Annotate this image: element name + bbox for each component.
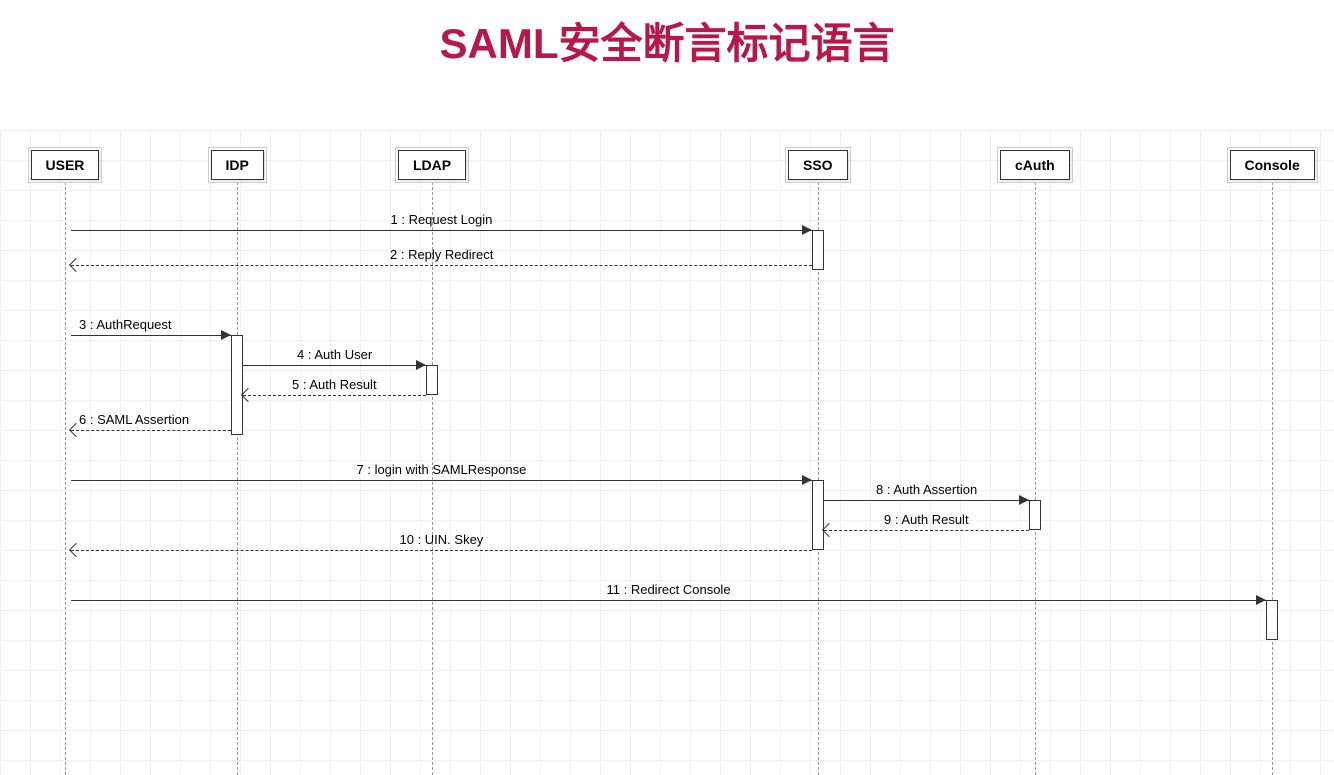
lifeline-sso xyxy=(818,182,819,775)
grid-background xyxy=(0,130,1334,775)
message-arrow-8 xyxy=(1019,495,1029,505)
message-label-8: 8 : Auth Assertion xyxy=(876,482,977,497)
message-label-3: 3 : AuthRequest xyxy=(79,317,172,332)
message-line-6 xyxy=(71,430,231,431)
lifeline-user xyxy=(65,182,66,775)
activation-cauth-4 xyxy=(1029,500,1041,530)
message-arrow-3 xyxy=(221,330,231,340)
participant-console: Console xyxy=(1230,150,1315,180)
participant-ldap: LDAP xyxy=(398,150,466,180)
title-text: SAML安全断言标记语言 xyxy=(440,20,895,67)
lifeline-cauth xyxy=(1035,182,1036,775)
message-line-11 xyxy=(71,600,1266,601)
page-title: SAML安全断言标记语言 xyxy=(0,0,1334,71)
lifeline-idp xyxy=(237,182,238,775)
lifeline-ldap xyxy=(432,182,433,775)
message-line-5 xyxy=(243,395,426,396)
message-line-10 xyxy=(71,550,812,551)
message-line-3 xyxy=(71,335,231,336)
message-label-5: 5 : Auth Result xyxy=(292,377,377,392)
message-line-9 xyxy=(824,530,1029,531)
activation-ldap-2 xyxy=(426,365,438,395)
message-label-9: 9 : Auth Result xyxy=(884,512,969,527)
activation-sso-0 xyxy=(812,230,824,270)
activation-console-5 xyxy=(1266,600,1278,640)
message-line-2 xyxy=(71,265,812,266)
lifeline-console xyxy=(1272,182,1273,775)
participant-idp: IDP xyxy=(211,150,264,180)
message-arrow-11 xyxy=(1256,595,1266,605)
message-label-2: 2 : Reply Redirect xyxy=(390,247,493,262)
activation-idp-1 xyxy=(231,335,243,435)
message-arrow-7 xyxy=(802,475,812,485)
participant-sso: SSO xyxy=(788,150,848,180)
message-label-1: 1 : Request Login xyxy=(391,212,493,227)
participant-user: USER xyxy=(31,150,100,180)
sequence-diagram: USER IDP LDAP SSO cAuth Console 1 : Request Lo… xyxy=(0,130,1334,775)
participant-cauth: cAuth xyxy=(1000,150,1070,180)
message-line-8 xyxy=(824,500,1029,501)
message-label-11: 11 : Redirect Console xyxy=(607,582,731,597)
message-label-7: 7 : login with SAMLResponse xyxy=(357,462,527,477)
message-line-1 xyxy=(71,230,812,231)
activation-sso-3 xyxy=(812,480,824,550)
message-arrow-4 xyxy=(416,360,426,370)
message-label-10: 10 : UIN. Skey xyxy=(400,532,484,547)
message-line-4 xyxy=(243,365,426,366)
message-label-6: 6 : SAML Assertion xyxy=(79,412,189,427)
message-arrow-1 xyxy=(802,225,812,235)
message-line-7 xyxy=(71,480,812,481)
message-label-4: 4 : Auth User xyxy=(297,347,372,362)
